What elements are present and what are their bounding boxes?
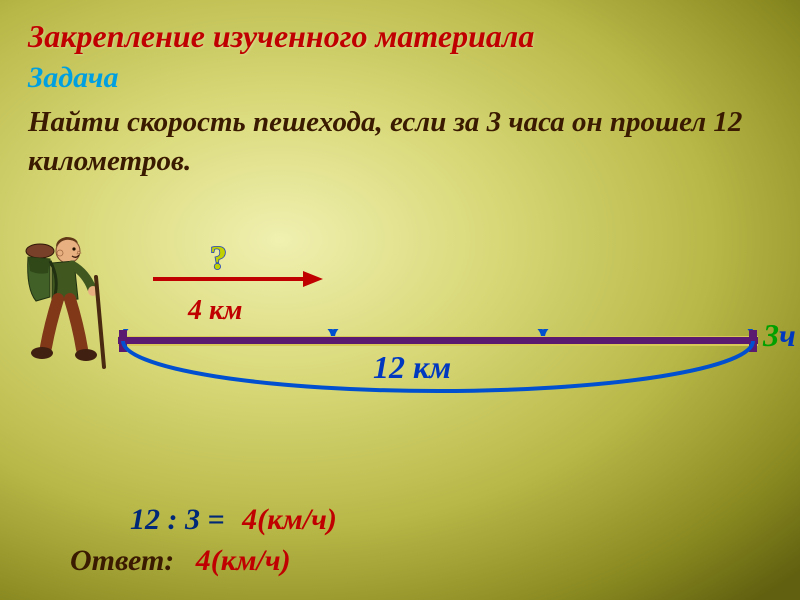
answer-label: Ответ: [70,544,174,577]
answer-value: 4(км/ч) [196,544,291,577]
segment-label: 4 км [188,295,242,327]
calculation: 12 : 3 = 4(км/ч) [130,503,337,537]
time-label: 3ч [763,317,796,354]
problem-text: Найти скорость пешехода, если за 3 часа … [28,103,772,181]
slide-title: Закрепление изученного материала [28,18,772,55]
hiker-icon [20,229,110,369]
calc-expression: 12 : 3 = [130,503,225,536]
slide-subtitle: Задача [28,61,772,95]
question-mark-icon: ? [206,239,240,285]
time-unit: ч [779,317,796,353]
svg-text:?: ? [210,240,227,277]
time-number: 3 [763,317,779,353]
calc-result: 4(км/ч) [242,503,337,536]
slide-content: Закрепление изученного материала Задача … [0,0,800,600]
total-distance-label: 12 км [373,349,451,386]
diagram: ? 4 км 12 км 3ч [28,199,772,429]
answer: Ответ: 4(км/ч) [70,544,291,578]
